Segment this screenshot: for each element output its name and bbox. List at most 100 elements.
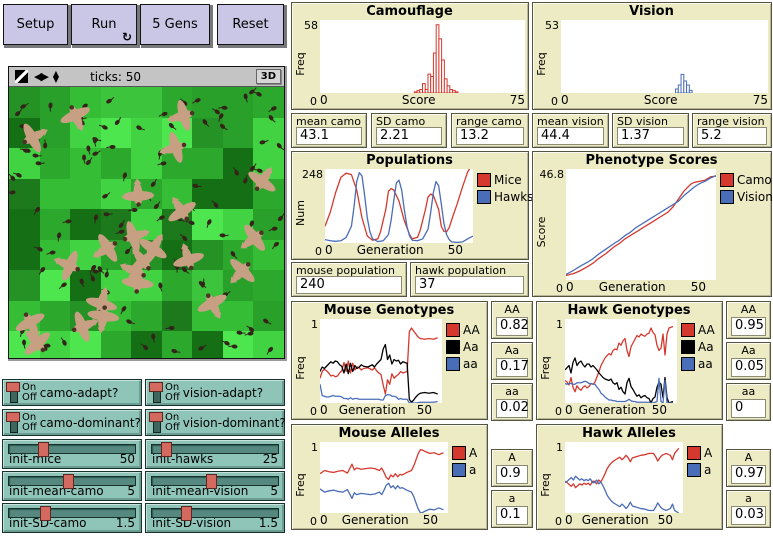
resize-icon[interactable] bbox=[15, 70, 28, 83]
legend-swatch bbox=[687, 462, 701, 477]
mouse-agent bbox=[180, 233, 194, 247]
world-view: ◀▶ ▲ ▼ ticks: 50 3D bbox=[8, 66, 285, 359]
legend-entry: Aa bbox=[446, 338, 484, 355]
switch-toggle[interactable] bbox=[6, 382, 21, 403]
mouse-agent bbox=[47, 96, 56, 112]
slider-knob[interactable] bbox=[161, 442, 173, 457]
vertical-arrows-icon[interactable]: ▲ ▼ bbox=[52, 68, 60, 84]
switch-toggle[interactable] bbox=[149, 382, 164, 403]
grass-patch bbox=[39, 209, 71, 241]
3d-button[interactable]: 3D bbox=[255, 69, 281, 84]
hawk-agent bbox=[115, 215, 156, 257]
slider-track[interactable] bbox=[151, 506, 279, 521]
legend-label: a bbox=[704, 462, 712, 477]
slider-init-mice[interactable]: init-mice 50 bbox=[2, 439, 142, 469]
slider-knob[interactable] bbox=[206, 474, 218, 489]
mouse-agent bbox=[108, 116, 121, 131]
slider-init-hawks[interactable]: init-hawks 25 bbox=[145, 439, 285, 469]
slider-label: init-mean-vision bbox=[152, 484, 249, 498]
slider-init-mean-camo[interactable]: init-mean-camo 5 bbox=[2, 471, 142, 501]
plot-vision: Vision 53 Freq 0 0 Score 75 bbox=[532, 2, 772, 110]
mouse-agent bbox=[115, 226, 131, 236]
mouse-agent bbox=[83, 140, 92, 155]
legend-swatch bbox=[720, 189, 734, 204]
hawk-genotypes-legend: AA Aa aa bbox=[677, 319, 719, 417]
mouse-agent bbox=[158, 108, 174, 118]
mouse-agent bbox=[148, 328, 157, 344]
slider-knob[interactable] bbox=[63, 474, 75, 489]
mouse-agent bbox=[33, 200, 47, 215]
plot-mouse-genotypes: Mouse Genotypes 1 Freq 0 0 Generation 50 AA A… bbox=[291, 301, 488, 420]
mouse-agent bbox=[263, 109, 276, 123]
slider-init-sd-vision[interactable]: init-SD-vision 1.5 bbox=[145, 503, 285, 533]
slider-init-sd-camo[interactable]: init-SD-camo 1.5 bbox=[2, 503, 142, 533]
switch-camo-adapt[interactable]: On Off camo-adapt? bbox=[2, 379, 142, 406]
mouse-agent bbox=[14, 102, 30, 113]
legend-entry: a bbox=[687, 461, 719, 478]
mouse-agent bbox=[27, 150, 43, 159]
hawk-agent bbox=[12, 318, 59, 358]
monitor-mean-camo: mean camo 43.1 bbox=[291, 113, 367, 148]
legend-entry: AA bbox=[446, 321, 484, 338]
horizontal-arrows-icon[interactable]: ◀▶ bbox=[34, 70, 49, 83]
legend-entry: Vision bbox=[720, 188, 773, 205]
hawk-agent bbox=[84, 299, 123, 336]
y-axis: 1 Freq 0 bbox=[294, 441, 318, 528]
hawk-agent bbox=[9, 302, 54, 346]
hawk-agent bbox=[84, 226, 129, 272]
slider-knob[interactable] bbox=[40, 506, 52, 521]
switch-label: vision-dominant? bbox=[182, 415, 286, 430]
mouse-agent bbox=[144, 178, 157, 194]
legend-label: Hawks bbox=[494, 189, 534, 204]
legend-label: AA bbox=[463, 322, 480, 337]
slider-knob[interactable] bbox=[37, 442, 49, 457]
hawk-agent bbox=[167, 238, 209, 279]
mouse-agent bbox=[76, 272, 86, 288]
grass-patch bbox=[9, 209, 41, 241]
mouse-agent bbox=[120, 314, 136, 326]
switch-camo-dominant[interactable]: On Off camo-dominant? bbox=[2, 409, 142, 436]
y-axis: 1 Freq 0 bbox=[539, 441, 563, 528]
grass-patch bbox=[39, 300, 71, 332]
mouse-agent bbox=[244, 328, 260, 337]
slider-init-mean-vision[interactable]: init-mean-vision 5 bbox=[145, 471, 285, 501]
y-axis: 1 Freq 0 bbox=[539, 318, 563, 418]
grass-patch bbox=[192, 331, 224, 358]
mouse-agent bbox=[211, 200, 223, 215]
mouse-agent bbox=[211, 107, 226, 119]
slider-track[interactable] bbox=[151, 474, 279, 489]
slider-knob[interactable] bbox=[180, 506, 192, 521]
slider-track[interactable] bbox=[8, 506, 136, 521]
legend-entry: a bbox=[452, 461, 484, 478]
slider-track[interactable] bbox=[8, 474, 136, 489]
setup-button[interactable]: Setup bbox=[3, 4, 68, 45]
reset-button[interactable]: Reset bbox=[217, 4, 284, 45]
hawk-agent bbox=[120, 177, 156, 211]
slider-label: init-SD-camo bbox=[9, 516, 87, 530]
mouse-agent bbox=[13, 171, 29, 183]
mouse-agent bbox=[140, 343, 155, 357]
x-axis: 0 Score 75 bbox=[561, 93, 768, 107]
legend-swatch bbox=[477, 172, 491, 187]
slider-track[interactable] bbox=[8, 442, 136, 457]
grass-patch bbox=[9, 239, 41, 271]
grass-patch bbox=[253, 331, 284, 358]
mouse-agent bbox=[20, 146, 35, 157]
slider-track[interactable] bbox=[151, 442, 279, 457]
legend-swatch bbox=[681, 339, 695, 354]
mouse-agent bbox=[239, 174, 250, 190]
switch-toggle[interactable] bbox=[6, 412, 21, 433]
grass-patch bbox=[100, 331, 132, 358]
grass-patch bbox=[131, 87, 163, 119]
mouse-agent bbox=[214, 231, 229, 240]
run-button[interactable]: Run ↻ bbox=[71, 4, 137, 45]
hawk-alleles-chart bbox=[565, 442, 683, 513]
five-gens-button[interactable]: 5 Gens bbox=[140, 4, 210, 45]
switch-vision-dominant[interactable]: On Off vision-dominant? bbox=[145, 409, 286, 436]
switch-toggle[interactable] bbox=[149, 412, 164, 433]
mouse-agent bbox=[164, 324, 180, 332]
switch-vision-adapt[interactable]: On Off vision-adapt? bbox=[145, 379, 285, 406]
grass-patch bbox=[253, 270, 284, 302]
world-canvas[interactable] bbox=[9, 87, 284, 358]
mouse-agent bbox=[60, 337, 72, 352]
